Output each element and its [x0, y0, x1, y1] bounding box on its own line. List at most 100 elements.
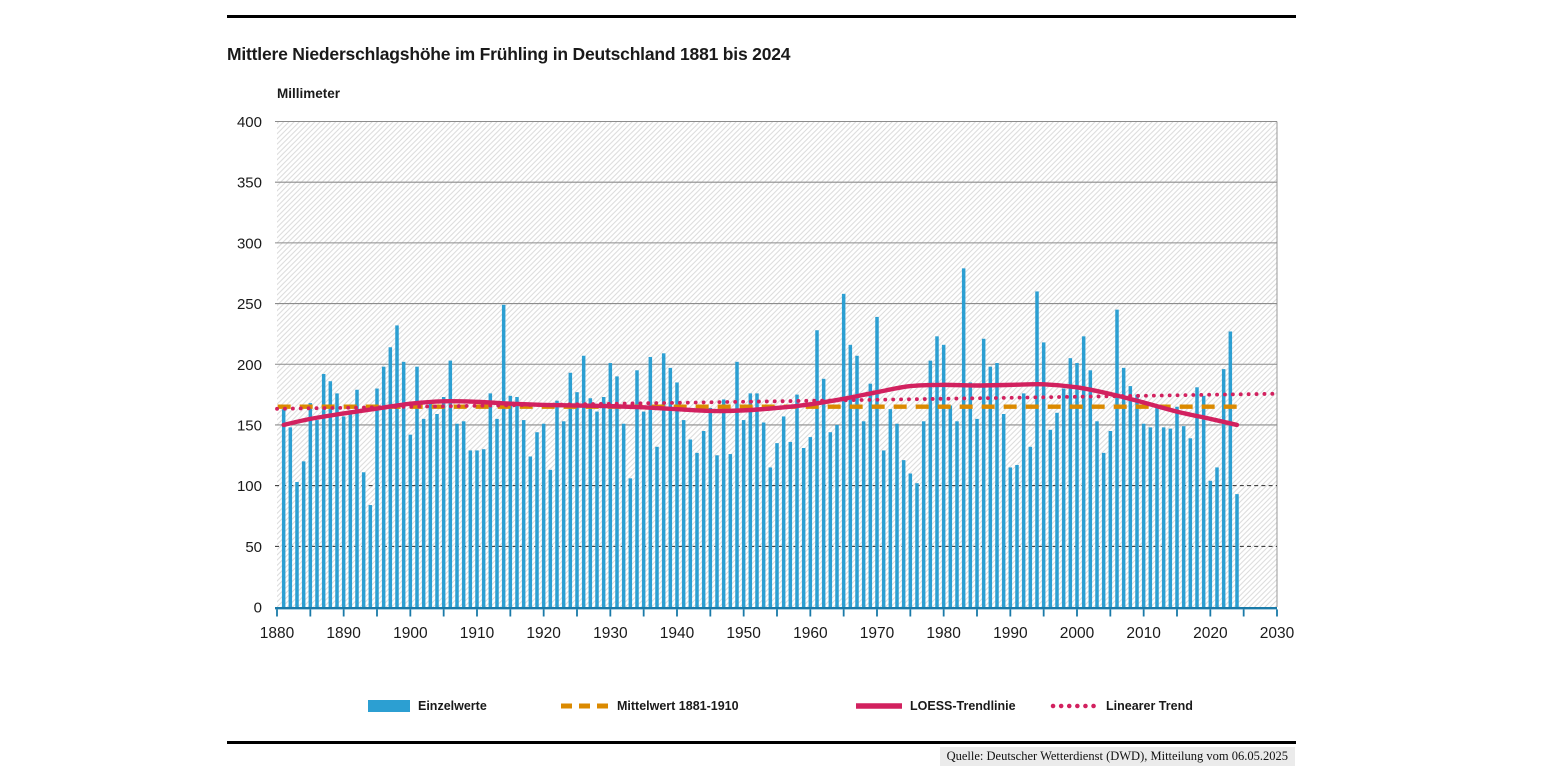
bar	[308, 403, 313, 607]
bar	[488, 393, 493, 607]
bar	[575, 392, 579, 607]
bar	[335, 393, 339, 607]
bar	[975, 418, 979, 607]
bar	[801, 447, 806, 607]
svg-text:1900: 1900	[393, 625, 428, 642]
bar	[968, 382, 973, 607]
bar	[815, 330, 819, 607]
bar-swatch-icon	[368, 700, 410, 712]
bar	[595, 411, 599, 607]
bar	[981, 338, 986, 607]
bar	[508, 395, 513, 607]
bar	[1015, 464, 1019, 607]
bar	[1035, 291, 1039, 607]
bar	[368, 505, 373, 607]
bar	[1168, 428, 1173, 607]
bar	[681, 420, 686, 607]
bar	[961, 268, 966, 607]
bar	[668, 367, 673, 607]
bar	[908, 473, 913, 607]
bottom-divider	[227, 741, 1296, 744]
bar	[675, 382, 679, 607]
linear-trend-line	[275, 391, 1279, 411]
bar	[1081, 336, 1086, 607]
bar	[935, 336, 939, 607]
bar	[495, 418, 499, 607]
bar	[501, 304, 506, 607]
bar	[1048, 429, 1053, 607]
bar	[748, 393, 753, 607]
svg-text:2020: 2020	[1193, 625, 1228, 642]
svg-text:350: 350	[237, 175, 262, 192]
legend-item-linearer-trend: Linearer Trend	[1050, 699, 1193, 713]
bar	[1075, 363, 1079, 607]
bar	[288, 427, 293, 607]
bar	[628, 478, 633, 607]
bar	[1175, 406, 1179, 607]
bar	[408, 434, 413, 607]
bar	[441, 397, 446, 607]
bar	[735, 361, 739, 607]
bar	[1008, 467, 1013, 607]
bar	[315, 420, 319, 607]
bar	[901, 460, 906, 607]
solid-line-swatch-icon	[856, 703, 902, 709]
bar	[468, 450, 473, 607]
bar	[415, 366, 419, 607]
legend-label: LOESS-Trendlinie	[910, 699, 1016, 713]
bar	[781, 416, 786, 607]
bar	[1055, 412, 1059, 607]
bar	[561, 421, 566, 607]
bar	[1088, 370, 1093, 607]
bar	[895, 423, 899, 607]
bar	[861, 421, 866, 607]
svg-text:300: 300	[237, 235, 262, 252]
dotted-line-swatch-icon	[1050, 703, 1098, 709]
svg-text:2030: 2030	[1260, 625, 1295, 642]
bar	[1215, 467, 1219, 607]
legend-label: Linearer Trend	[1106, 699, 1193, 713]
bar	[1235, 494, 1239, 607]
bar	[1068, 358, 1073, 607]
bar	[875, 316, 879, 607]
bar	[768, 467, 773, 607]
bar	[708, 407, 713, 607]
legend-label: Einzelwerte	[418, 699, 487, 713]
loess-trend-line	[281, 381, 1240, 428]
svg-text:1950: 1950	[726, 625, 761, 642]
page-title: Mittlere Niederschlagshöhe im Frühling i…	[227, 43, 791, 64]
bar	[1061, 388, 1066, 607]
x-axis-labels: 1880 1890 1900 1910 1920 1930 1940 1950 1960 1970…	[260, 625, 1295, 642]
bar	[521, 420, 526, 607]
bar	[528, 456, 533, 607]
bar	[541, 423, 546, 607]
bar	[328, 381, 333, 607]
bar	[481, 449, 486, 607]
bar	[955, 421, 959, 607]
bar	[1095, 421, 1099, 607]
bar	[581, 355, 586, 607]
bar	[361, 472, 366, 607]
y-axis-unit-label: Millimeter	[277, 86, 341, 101]
bar	[1128, 386, 1133, 607]
bar	[855, 355, 859, 607]
bar	[621, 423, 626, 607]
bar	[741, 420, 746, 607]
svg-text:1880: 1880	[260, 625, 295, 642]
bar	[995, 363, 999, 607]
bar	[988, 366, 993, 607]
bar	[868, 383, 873, 607]
dashed-line-swatch-icon	[561, 703, 609, 709]
bar	[1101, 452, 1106, 607]
bar	[601, 397, 606, 607]
bar	[921, 421, 926, 607]
bar	[1121, 367, 1126, 607]
bar	[695, 452, 699, 607]
bar	[1021, 393, 1026, 607]
legend-item-mittelwert: Mittelwert 1881-1910	[561, 699, 739, 713]
svg-text:1910: 1910	[460, 625, 495, 642]
bar	[1208, 480, 1213, 607]
bar	[608, 363, 613, 607]
bar	[1161, 427, 1166, 607]
